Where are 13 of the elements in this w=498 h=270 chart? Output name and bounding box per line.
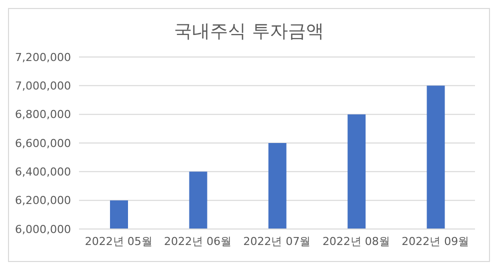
chart-title: 국내주식 투자금액 [173,20,325,44]
y-tick-label: 7,000,000 [15,80,71,93]
y-tick-label: 6,000,000 [15,222,71,236]
y-tick-label: 6,800,000 [15,108,71,122]
x-tick-label: 2022년 06월 [164,234,232,248]
y-tick-label: 6,200,000 [15,194,71,208]
y-tick-label: 7,200,000 [15,50,71,64]
x-tick-label: 2022년 09월 [402,234,470,248]
x-tick-label: 2022년 05월 [84,234,152,248]
x-tick-label: 2022년 07월 [243,234,311,248]
x-tick-label: 2022년 08월 [322,234,390,248]
y-tick-label: 6,600,000 [15,136,71,150]
y-tick-label: 6,400,000 [15,166,71,179]
